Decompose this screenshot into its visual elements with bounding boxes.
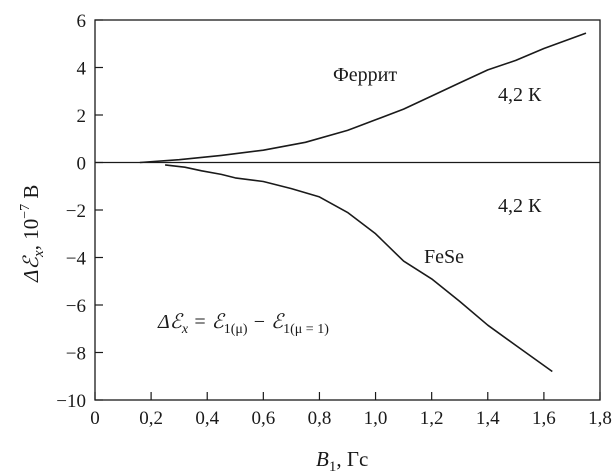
series-line-fese <box>165 164 553 373</box>
x-axis-title-main: B <box>316 447 329 471</box>
y-tick-label: −4 <box>66 249 87 270</box>
x-tick-label: 0,6 <box>251 408 275 429</box>
y-axis-title-unit: В <box>19 185 43 204</box>
x-tick-label: 1,8 <box>588 408 612 429</box>
x-tick-label: 1,0 <box>364 408 388 429</box>
x-tick-label: 0 <box>90 408 100 429</box>
x-axis-title-unit: , Гс <box>336 447 368 471</box>
formula-sub2: 1(μ = 1) <box>283 322 329 337</box>
x-axis-ticks: 0 0,2 0,4 0,6 0,8 1,0 1,2 1,4 1,6 1,8 <box>90 392 612 429</box>
ferrite-label: Феррит <box>333 64 397 86</box>
formula: Δℰx = ℰ1(μ) − ℰ1(μ = 1) <box>157 311 329 337</box>
formula-minus: − ℰ <box>248 311 285 333</box>
series-line-ferrite <box>139 32 587 164</box>
x-tick-label: 0,4 <box>195 408 219 429</box>
x-tick-label: 1,2 <box>420 408 444 429</box>
y-tick-label: −10 <box>56 391 86 412</box>
fese-temperature: 4,2 К <box>498 195 542 217</box>
y-axis-ticks: 6 4 2 0 −2 −4 −6 −8 −10 <box>56 11 103 412</box>
y-tick-label: 6 <box>77 11 87 32</box>
y-tick-label: −2 <box>66 201 86 222</box>
x-axis-title: B1, Гс <box>316 447 368 472</box>
y-axis-title: Δℰx, 10−7 В <box>18 185 47 283</box>
y-axis-title-sub: x <box>31 250 47 258</box>
formula-lhs: Δℰ <box>157 311 184 333</box>
x-tick-label: 1,6 <box>532 408 556 429</box>
y-tick-label: −8 <box>66 344 86 365</box>
y-axis-title-delta: Δℰ <box>19 255 43 283</box>
formula-lhs-sub: x <box>181 322 189 337</box>
formula-eq: = ℰ <box>188 311 225 333</box>
x-axis-title-sub: 1 <box>329 459 337 472</box>
y-tick-label: 2 <box>77 106 87 127</box>
x-tick-label: 1,4 <box>476 408 500 429</box>
y-axis-title-exp: −7 <box>18 204 33 219</box>
x-tick-label: 0,2 <box>139 408 163 429</box>
y-tick-label: 0 <box>77 154 87 175</box>
ferrite-temperature: 4,2 К <box>498 84 542 106</box>
series-layer <box>139 32 587 373</box>
y-axis-title-mid: , 10 <box>19 219 43 251</box>
fese-label: FeSe <box>424 246 464 268</box>
y-tick-label: −6 <box>66 296 86 317</box>
formula-sub1: 1(μ) <box>224 322 248 337</box>
y-tick-label: 4 <box>77 59 87 80</box>
x-tick-label: 0,8 <box>308 408 332 429</box>
